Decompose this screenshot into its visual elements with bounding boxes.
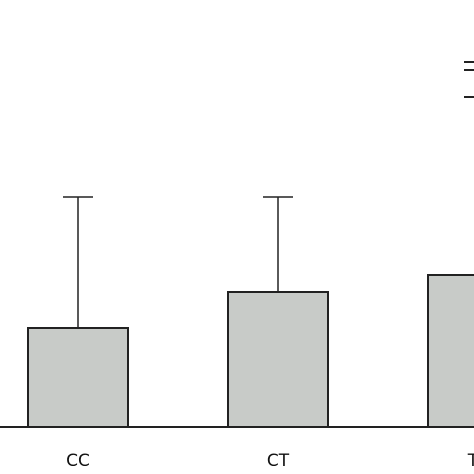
bar — [427, 274, 474, 428]
x-tick-label: TT — [467, 451, 474, 471]
x-tick-label: CC — [66, 451, 90, 471]
bar — [227, 291, 329, 428]
x-tick-label: CT — [267, 451, 290, 471]
bar — [27, 327, 129, 428]
